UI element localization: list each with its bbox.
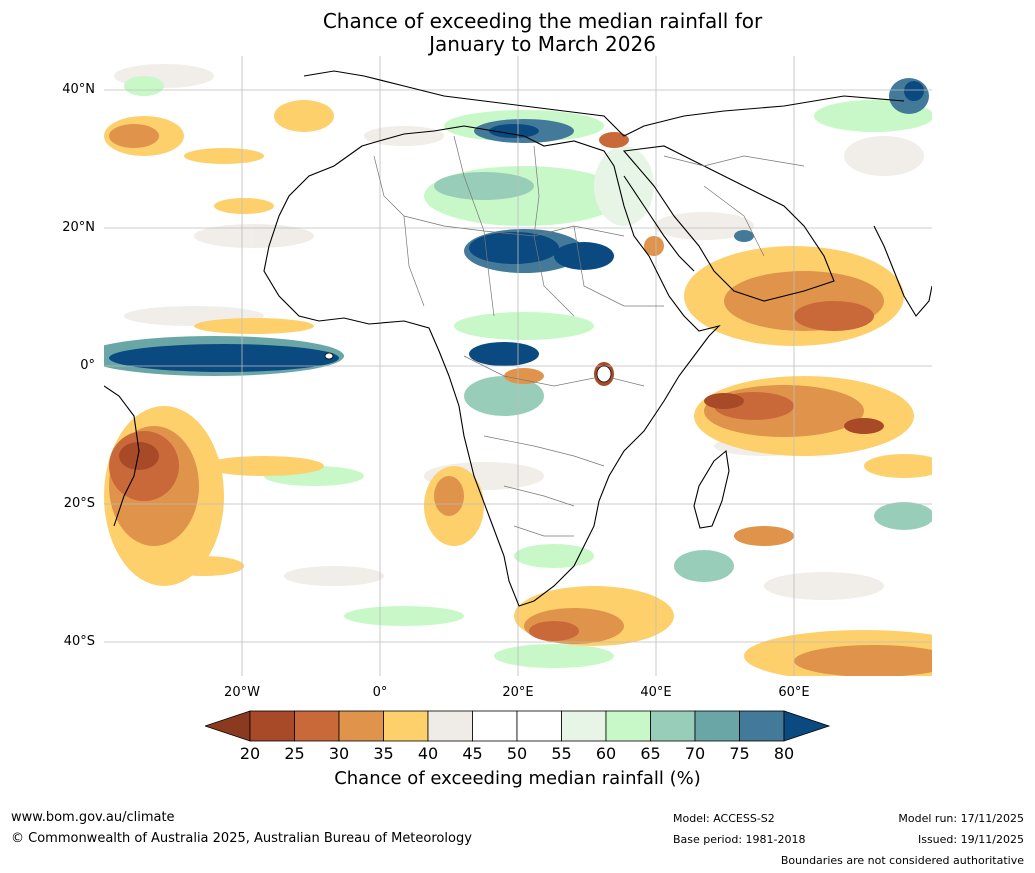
colorbar-segment: [739, 710, 785, 742]
map-title: Chance of exceeding the median rainfall …: [0, 10, 1035, 56]
colorbar-title: Chance of exceeding median rainfall (%): [334, 768, 701, 789]
model-text: Model: ACCESS-S2: [673, 812, 775, 825]
colorbar-segments: [249, 710, 785, 742]
colorbar-segment: [516, 710, 562, 742]
lon-label-20e: 20°E: [502, 685, 534, 700]
colorbar-tick-label: 75: [729, 744, 750, 763]
colorbar-tick-label: 40: [417, 744, 439, 763]
madagascar: [693, 449, 730, 529]
colorbar-segment: [472, 710, 518, 742]
rainfall-map[interactable]: [104, 56, 932, 676]
colorbar-tick-label: 25: [284, 744, 305, 763]
disclaimer-text: Boundaries are not considered authoritat…: [780, 854, 1024, 867]
colorbar-tick-label: 45: [462, 744, 483, 763]
lat-label-20s: 20°S: [63, 496, 95, 511]
graticule: [104, 56, 932, 676]
colorbar-tick-label: 20: [239, 744, 261, 763]
colorbar-tick-label: 70: [684, 744, 706, 763]
coastlines: [104, 70, 932, 607]
south-america-coast: [104, 385, 140, 527]
lon-label-40e: 40°E: [640, 685, 672, 700]
colorbar-tick-label: 35: [373, 744, 394, 763]
copyright-text: © Commonwealth of Australia 2025, Austra…: [11, 831, 472, 846]
colorbar-tick-label: 50: [506, 744, 528, 763]
lat-label-20n: 20°N: [62, 220, 95, 235]
model-run-text: Model run: 17/11/2025: [898, 812, 1024, 825]
website-link[interactable]: www.bom.gov.au/climate: [11, 810, 175, 825]
orange-drier-areas: [104, 100, 932, 676]
colorbar-low-extend: [205, 710, 251, 742]
lat-label-40s: 40°S: [63, 634, 95, 649]
colorbar-segment: [249, 710, 295, 742]
colorbar-segment: [561, 710, 607, 742]
map-canvas: [104, 56, 932, 676]
lon-label-60e: 60°E: [778, 685, 810, 700]
issued-text: Issued: 19/11/2025: [917, 833, 1024, 846]
colorbar-tick-label: 65: [640, 744, 661, 763]
colorbar-tick-label: 30: [328, 744, 350, 763]
lon-label-0: 0°: [372, 685, 388, 700]
colorbar-segment: [338, 710, 384, 742]
africa-coastline: [263, 125, 721, 607]
colorbar-high-extend: [783, 710, 831, 742]
colorbar-segment: [694, 710, 740, 742]
country-borders: [373, 135, 805, 537]
lat-label-40n: 40°N: [62, 82, 95, 97]
colorbar-segment: [427, 710, 473, 742]
india-coast: [873, 225, 932, 317]
colorbar: [205, 710, 831, 742]
colorbar-segment: [294, 710, 340, 742]
colorbar-segment: [605, 710, 651, 742]
colorbar-tick-label: 80: [773, 744, 795, 763]
lon-label-20w: 20°W: [224, 685, 260, 700]
colorbar-tick-label: 55: [551, 744, 572, 763]
europe-coast: [303, 70, 905, 137]
colorbar-tick-label: 60: [595, 744, 617, 763]
red-sea: [623, 175, 695, 272]
lakes: [324, 352, 612, 383]
colorbar-segment: [383, 710, 429, 742]
title-line-1: Chance of exceeding the median rainfall …: [322, 9, 763, 33]
arabian-peninsula: [622, 145, 835, 302]
colorbar-segment: [650, 710, 696, 742]
lat-label-0: 0°: [80, 358, 95, 373]
title-line-2: January to March 2026: [429, 32, 656, 56]
base-period-text: Base period: 1981-2018: [673, 833, 806, 846]
